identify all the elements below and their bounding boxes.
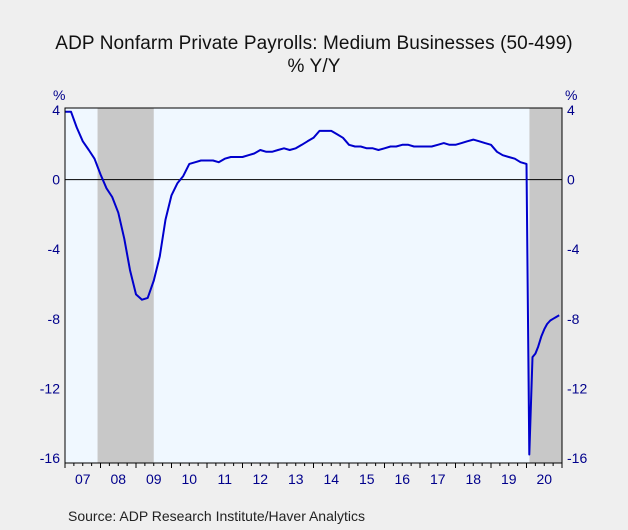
chart-title: ADP Nonfarm Private Payrolls: Medium Bus… bbox=[55, 33, 573, 54]
chart-subtitle: % Y/Y bbox=[287, 56, 341, 77]
y-unit-right: % bbox=[565, 87, 577, 103]
recession-band bbox=[529, 108, 562, 463]
x-tick-label: 08 bbox=[110, 471, 126, 487]
series-line bbox=[65, 110, 560, 456]
recession-band bbox=[97, 108, 154, 463]
y-tick-label-left: -12 bbox=[40, 380, 60, 396]
y-tick-label-right: -4 bbox=[567, 241, 580, 257]
y-tick-label-left: -4 bbox=[48, 241, 61, 257]
y-tick-label-right: -8 bbox=[567, 311, 580, 327]
x-tick-label: 09 bbox=[146, 471, 162, 487]
y-axis: 4 4 0 0 -4 -4 -8 -8 -12 -12 -16 -16 bbox=[40, 102, 588, 466]
x-tick-label: 20 bbox=[536, 471, 552, 487]
source-note: Source: ADP Research Institute/Haver Ana… bbox=[68, 508, 365, 524]
x-tick-label: 19 bbox=[501, 471, 517, 487]
x-tick-label: 13 bbox=[288, 471, 304, 487]
x-tick-label: 14 bbox=[323, 471, 339, 487]
x-axis: 07 08 09 10 11 12 13 14 15 16 17 18 19 20 bbox=[64, 463, 563, 487]
x-tick-label: 10 bbox=[181, 471, 197, 487]
y-unit-left: % bbox=[53, 87, 65, 103]
x-tick-label: 18 bbox=[465, 471, 481, 487]
recession-bands bbox=[97, 108, 562, 463]
y-tick-label-left: 4 bbox=[52, 102, 60, 118]
x-tick-label: 07 bbox=[75, 471, 91, 487]
x-tick-label: 16 bbox=[394, 471, 410, 487]
x-tick-label: 15 bbox=[359, 471, 375, 487]
y-tick-label-left: 0 bbox=[52, 172, 60, 188]
plot-frame bbox=[64, 107, 563, 464]
y-tick-label-right: 4 bbox=[567, 102, 575, 118]
x-tick-label: 17 bbox=[430, 471, 446, 487]
y-tick-label-right: -12 bbox=[567, 380, 587, 396]
y-tick-label-right: 0 bbox=[567, 172, 575, 188]
x-tick-label: 12 bbox=[252, 471, 268, 487]
y-tick-label-left: -16 bbox=[40, 450, 60, 466]
y-tick-label-left: -8 bbox=[48, 311, 61, 327]
y-tick-label-right: -16 bbox=[567, 450, 587, 466]
x-tick-label: 11 bbox=[217, 471, 232, 487]
